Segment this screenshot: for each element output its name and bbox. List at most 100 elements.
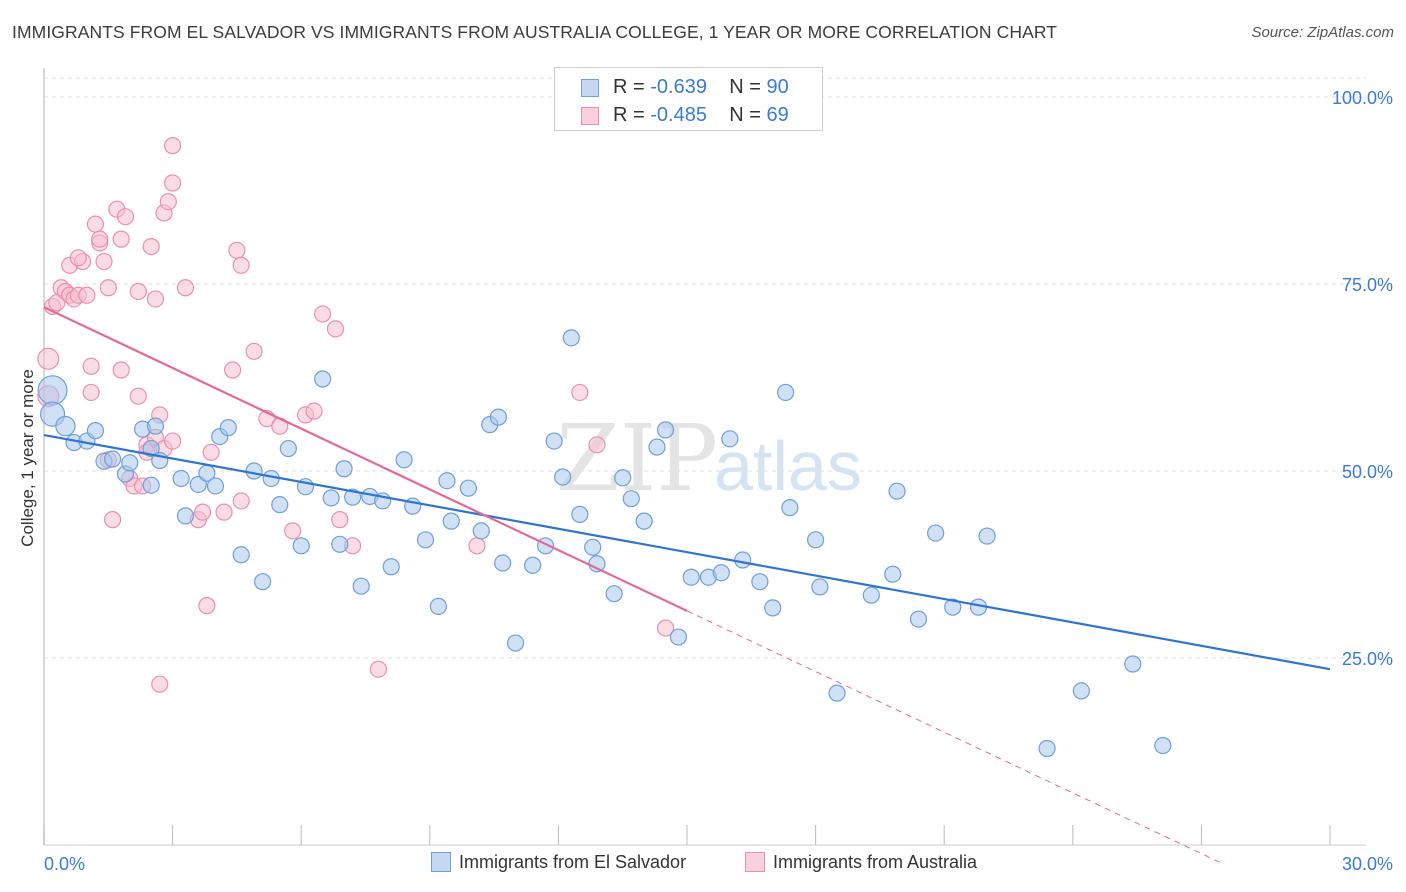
point-el-salvador <box>344 488 362 506</box>
point-el-salvador <box>146 417 165 435</box>
point-el-salvador <box>442 512 460 530</box>
point-australia <box>224 361 242 379</box>
legend-row-el-salvador: R = -0.639 N = 90 <box>555 73 822 101</box>
y-tick-label: 50.0% <box>1342 462 1393 482</box>
point-el-salvador <box>721 430 739 448</box>
point-el-salvador <box>206 477 225 495</box>
point-el-salvador <box>142 439 160 458</box>
point-australia <box>215 503 233 521</box>
point-australia <box>198 597 216 615</box>
legend-r-label: R = <box>613 104 651 126</box>
point-el-salvador <box>909 610 928 628</box>
point-australia <box>129 387 147 405</box>
point-el-salvador <box>669 628 688 646</box>
point-el-salvador <box>978 527 996 545</box>
bottom-legend-australia: Immigrants from Australia <box>745 852 977 876</box>
point-australia <box>146 290 165 308</box>
point-el-salvador <box>764 599 782 617</box>
axes-layer: 25.0% 50.0% 75.0% 100.0% 0.0% 30.0% <box>43 68 1393 874</box>
legend-r-value: -0.639 <box>650 76 707 98</box>
point-australia <box>314 305 332 323</box>
point-australia <box>112 230 130 248</box>
point-el-salvador <box>584 538 602 556</box>
point-el-salvador <box>571 505 589 523</box>
point-el-salvador <box>862 586 880 604</box>
point-el-salvador <box>292 537 310 555</box>
point-el-salvador <box>395 451 413 469</box>
point-el-salvador <box>554 468 572 486</box>
point-australia <box>151 675 169 693</box>
point-australia <box>245 342 263 360</box>
point-el-salvador <box>103 450 122 468</box>
point-el-salvador <box>1124 655 1142 673</box>
point-el-salvador <box>219 419 237 437</box>
y-axis-label: College, 1 year or more <box>18 369 37 547</box>
point-el-salvador <box>751 573 769 591</box>
point-australia <box>116 208 135 226</box>
point-australia <box>91 230 109 248</box>
point-el-salvador <box>712 564 730 582</box>
trend-line-australia <box>43 306 688 612</box>
point-australia <box>284 522 302 540</box>
point-australia <box>95 252 113 271</box>
point-el-salvador <box>352 577 370 595</box>
point-australia <box>194 503 212 521</box>
point-el-salvador <box>635 512 653 530</box>
x-tick-label-min: 0.0% <box>44 854 85 874</box>
point-el-salvador <box>884 565 902 583</box>
point-el-salvador <box>55 415 76 437</box>
point-australia <box>369 660 387 678</box>
trend-lines <box>43 306 1331 865</box>
point-el-salvador <box>142 476 160 494</box>
point-el-salvador <box>1038 739 1056 758</box>
point-el-salvador <box>524 556 542 574</box>
point-el-salvador <box>648 438 666 456</box>
series-el-salvador-points <box>37 329 1172 758</box>
point-australia <box>103 511 122 529</box>
point-australia <box>571 383 589 402</box>
point-el-salvador <box>335 460 353 478</box>
point-australia <box>656 619 675 637</box>
point-el-salvador <box>806 531 825 549</box>
bottom-legend-label: Immigrants from Australia <box>773 852 978 872</box>
point-el-salvador <box>472 522 490 540</box>
point-australia <box>86 215 105 233</box>
point-australia <box>99 279 117 297</box>
trend-line-australia-extension <box>686 610 1224 865</box>
point-australia <box>176 279 195 297</box>
point-el-salvador <box>176 507 195 525</box>
legend-r-value: -0.485 <box>650 104 707 126</box>
point-el-salvador <box>888 482 906 500</box>
point-el-salvador <box>489 408 507 426</box>
point-australia <box>164 432 182 450</box>
point-el-salvador <box>944 598 962 616</box>
bottom-legend-swatch-blue <box>431 852 451 872</box>
point-el-salvador <box>811 578 829 596</box>
point-australia <box>331 511 349 529</box>
point-el-salvador <box>614 469 632 487</box>
y-tick-label: 100.0% <box>1332 88 1393 108</box>
point-el-salvador <box>682 568 700 586</box>
correlation-legend: R = -0.639 N = 90 R = -0.485 N = 69 <box>554 67 823 131</box>
point-australia <box>164 137 182 155</box>
point-australia <box>112 361 130 379</box>
point-el-salvador <box>734 551 752 569</box>
point-australia <box>129 282 147 301</box>
legend-n-label: N = <box>729 104 767 126</box>
point-el-salvador <box>1072 682 1090 700</box>
point-el-salvador <box>331 535 349 553</box>
source-label: Source: ZipAtlas.com <box>1251 24 1394 41</box>
point-el-salvador <box>271 496 289 514</box>
point-el-salvador <box>828 684 846 702</box>
legend-swatch-pink <box>581 107 599 125</box>
chart-title: IMMIGRANTS FROM EL SALVADOR VS IMMIGRANT… <box>12 22 1058 42</box>
point-el-salvador <box>605 585 623 603</box>
watermark-atlas: atlas <box>714 427 862 505</box>
point-el-salvador <box>121 454 139 472</box>
point-el-salvador <box>254 573 272 591</box>
point-el-salvador <box>1154 736 1172 755</box>
legend-swatch-blue <box>581 79 599 97</box>
point-el-salvador <box>622 490 640 508</box>
point-el-salvador <box>37 375 68 406</box>
